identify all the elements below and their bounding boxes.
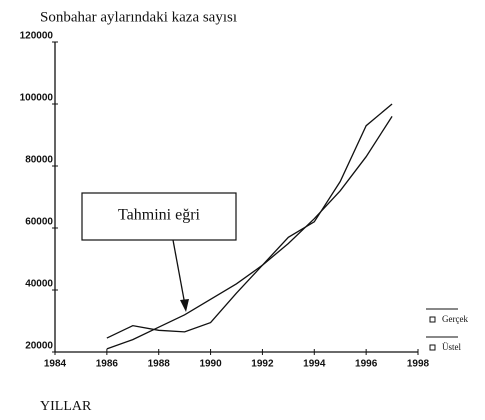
x-axis-label: YILLAR <box>40 399 92 414</box>
x-tick-label: 1986 <box>96 359 119 370</box>
x-tick-label: 1984 <box>44 359 67 370</box>
legend-marker <box>429 344 436 351</box>
y-tick-label: 60000 <box>25 217 53 228</box>
y-tick-label: 40000 <box>25 279 53 290</box>
annotation-box <box>81 192 237 241</box>
x-tick-label: 1992 <box>251 359 274 370</box>
legend-marker <box>429 316 436 323</box>
x-tick-label: 1998 <box>407 359 430 370</box>
line <box>106 116 393 350</box>
y-tick-label: 20000 <box>25 341 53 352</box>
legend-label: Gerçek <box>442 314 468 324</box>
x-tick-label: 1994 <box>303 359 326 370</box>
arrow <box>172 239 186 306</box>
arrow-head <box>180 299 189 312</box>
x-tick-label: 1996 <box>355 359 378 370</box>
x-tick-label: 1990 <box>199 359 222 370</box>
y-tick-label: 100000 <box>20 93 54 104</box>
chart-title: Sonbahar aylarındaki kaza sayısı <box>40 9 237 25</box>
legend-label: Üstel <box>442 342 461 352</box>
y-tick-label: 80000 <box>25 155 53 166</box>
x-tick-label: 1988 <box>148 359 171 370</box>
y-tick-label: 120000 <box>20 31 54 42</box>
annotation: Tahmini eğri <box>118 207 201 224</box>
